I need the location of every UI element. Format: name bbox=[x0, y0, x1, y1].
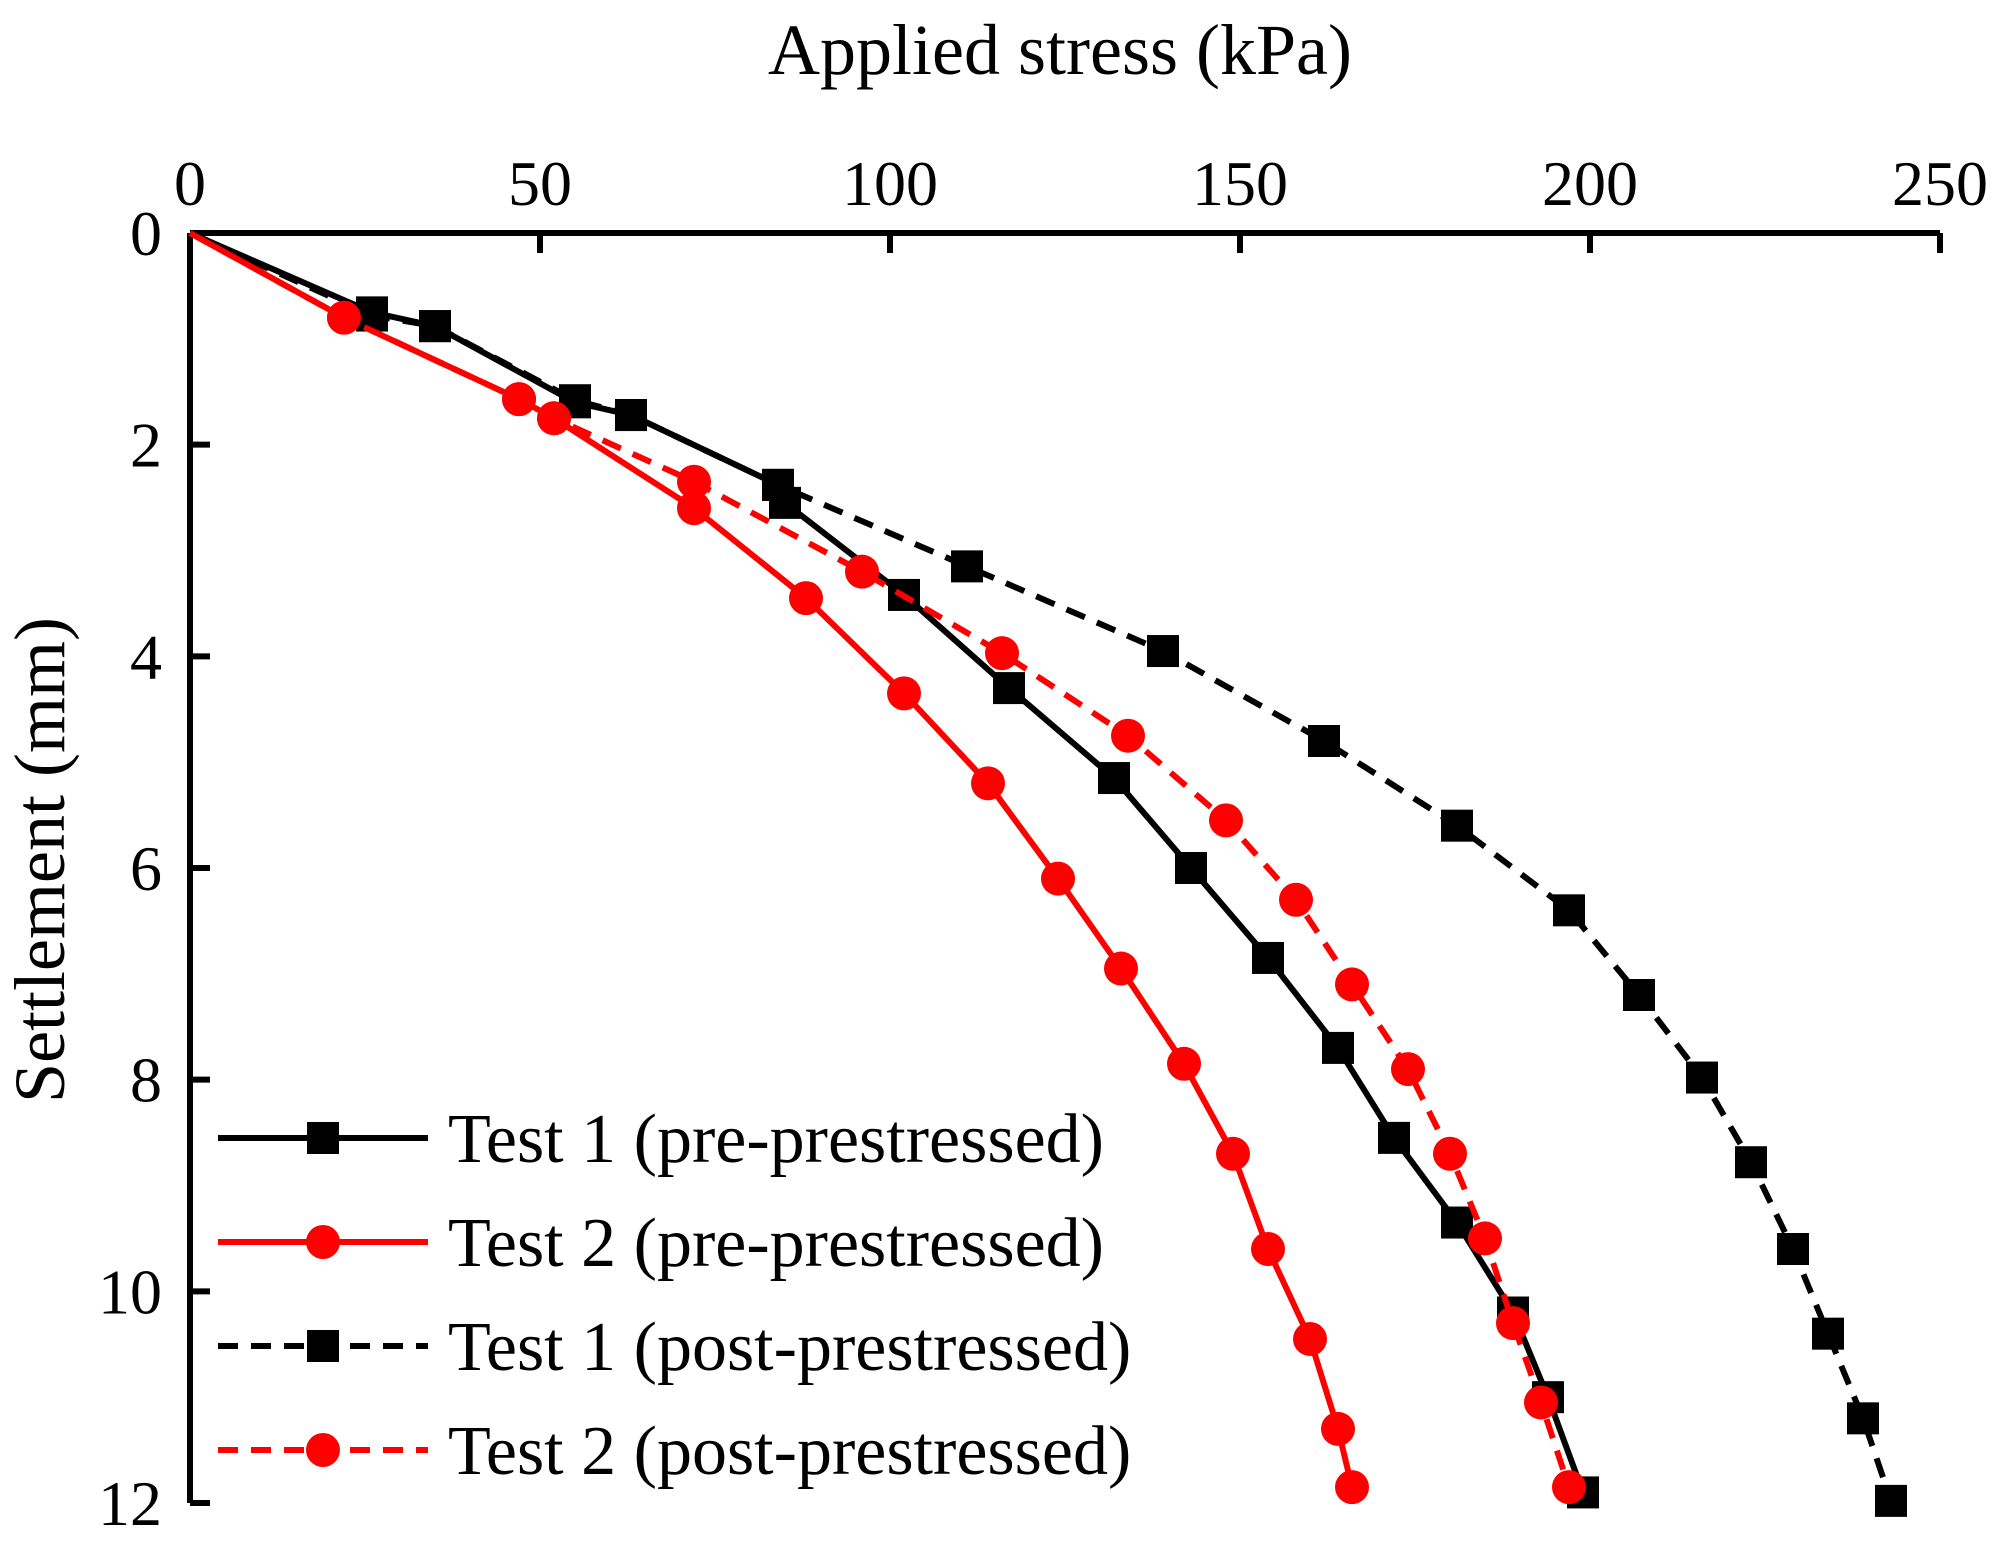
data-point bbox=[1167, 1046, 1201, 1081]
data-point bbox=[971, 766, 1005, 801]
data-point bbox=[1209, 803, 1243, 838]
data-point bbox=[1777, 1233, 1809, 1265]
legend-label: Test 1 (post-prestressed) bbox=[448, 1309, 1131, 1386]
series-line bbox=[188, 230, 1572, 1489]
data-point bbox=[1111, 718, 1145, 753]
series-line bbox=[188, 230, 1586, 1494]
data-point bbox=[762, 468, 794, 501]
data-point bbox=[1686, 1061, 1718, 1094]
y-tick-label: 6 bbox=[130, 833, 162, 904]
legend-marker bbox=[307, 1122, 339, 1154]
series-2 bbox=[188, 230, 1369, 1505]
data-point bbox=[1812, 1317, 1844, 1350]
data-point bbox=[1524, 1385, 1558, 1420]
data-point bbox=[1433, 1136, 1467, 1171]
x-tick-label: 250 bbox=[1892, 148, 1988, 219]
data-point bbox=[677, 491, 711, 526]
data-point bbox=[1252, 941, 1284, 974]
data-point bbox=[419, 310, 451, 343]
data-point bbox=[1391, 1052, 1425, 1087]
legend-item: Test 2 (post-prestressed) bbox=[218, 1413, 1131, 1490]
series-3 bbox=[188, 230, 1907, 1517]
legend-marker bbox=[307, 1330, 339, 1362]
data-point bbox=[1098, 762, 1130, 795]
series-4 bbox=[188, 230, 1586, 1505]
data-point bbox=[537, 401, 571, 436]
data-point bbox=[1335, 1470, 1369, 1505]
data-point bbox=[1441, 809, 1473, 842]
data-point bbox=[502, 382, 536, 417]
series-line bbox=[188, 230, 1894, 1502]
legend-item: Test 2 (pre-prestressed) bbox=[218, 1205, 1104, 1282]
data-point bbox=[993, 672, 1025, 705]
data-point bbox=[356, 299, 388, 332]
legend-label: Test 2 (pre-prestressed) bbox=[448, 1205, 1104, 1282]
data-point bbox=[1623, 979, 1655, 1011]
x-tick-label: 0 bbox=[174, 148, 206, 219]
data-point bbox=[789, 581, 823, 616]
y-tick-label: 12 bbox=[98, 1468, 162, 1539]
data-point bbox=[1293, 1321, 1327, 1356]
data-point bbox=[1104, 951, 1138, 986]
x-axis-title: Applied stress (kPa) bbox=[768, 10, 1352, 90]
y-axis-title: Settlement (mm) bbox=[0, 617, 80, 1103]
data-point bbox=[1378, 1121, 1410, 1154]
y-tick-label: 2 bbox=[130, 410, 162, 481]
x-tick-label: 150 bbox=[1192, 148, 1288, 219]
data-point bbox=[615, 399, 647, 432]
data-series bbox=[188, 230, 1907, 1517]
data-point bbox=[1279, 882, 1313, 917]
data-point bbox=[1321, 1411, 1355, 1446]
y-tick-label: 8 bbox=[130, 1045, 162, 1116]
data-point bbox=[1147, 635, 1179, 668]
data-point bbox=[1875, 1484, 1907, 1517]
data-point bbox=[1496, 1306, 1530, 1341]
legend-item: Test 1 (post-prestressed) bbox=[218, 1309, 1131, 1386]
legend-marker bbox=[306, 1433, 340, 1467]
data-point bbox=[1552, 1470, 1586, 1505]
axis-ticks: 0 50 100 150 200 250 0 2 4 6 8 10 12 bbox=[98, 148, 1988, 1539]
data-point bbox=[1335, 967, 1369, 1002]
data-point bbox=[1175, 852, 1207, 884]
x-tick-label: 50 bbox=[508, 148, 572, 219]
data-point bbox=[845, 554, 879, 589]
y-tick-label: 10 bbox=[98, 1256, 162, 1327]
data-point bbox=[1553, 894, 1585, 927]
data-point bbox=[1251, 1232, 1285, 1266]
data-point bbox=[1041, 861, 1075, 896]
data-point bbox=[1308, 725, 1340, 757]
data-point bbox=[1216, 1136, 1250, 1171]
legend-label: Test 1 (pre-prestressed) bbox=[448, 1101, 1104, 1178]
data-point bbox=[1441, 1206, 1473, 1239]
data-point bbox=[1468, 1221, 1502, 1256]
data-point bbox=[1322, 1031, 1354, 1064]
data-point bbox=[951, 550, 983, 583]
x-tick-label: 100 bbox=[842, 148, 938, 219]
data-point bbox=[1847, 1402, 1879, 1435]
data-point bbox=[887, 676, 921, 711]
y-tick-label: 0 bbox=[130, 198, 162, 269]
data-point bbox=[985, 636, 1019, 671]
legend-label: Test 2 (post-prestressed) bbox=[448, 1413, 1131, 1490]
y-tick-label: 4 bbox=[130, 621, 162, 692]
legend: Test 1 (pre-prestressed) Test 2 (pre-pres… bbox=[218, 1101, 1131, 1490]
series-line bbox=[188, 230, 1355, 1488]
data-point bbox=[677, 464, 711, 499]
legend-item: Test 1 (pre-prestressed) bbox=[218, 1101, 1104, 1178]
data-point bbox=[327, 300, 361, 335]
legend-marker bbox=[306, 1225, 340, 1259]
x-tick-label: 200 bbox=[1542, 148, 1638, 219]
data-point bbox=[1735, 1146, 1767, 1179]
